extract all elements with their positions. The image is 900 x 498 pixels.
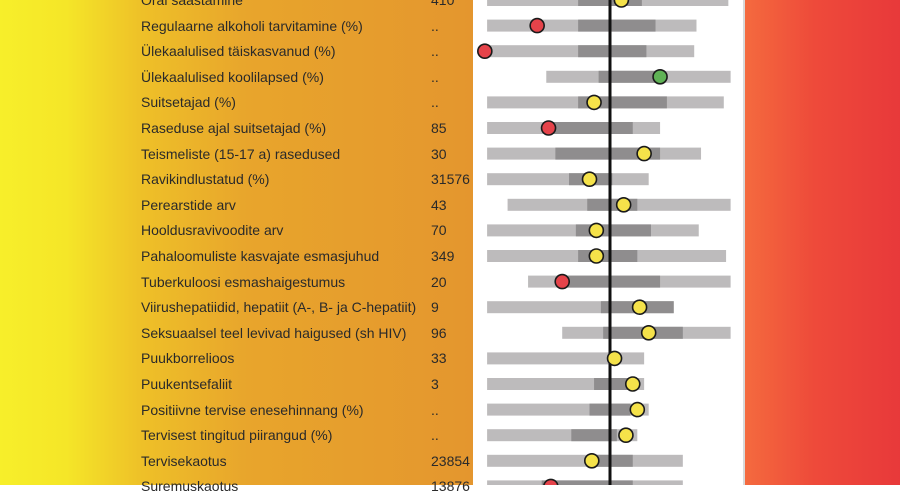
indicator-row: Ülekaalulised täiskasvanud (%).. bbox=[0, 39, 475, 63]
indicator-point bbox=[652, 69, 668, 85]
indicator-label: Tervisekaotus bbox=[141, 452, 227, 469]
indicator-point bbox=[583, 452, 600, 469]
indicator-point bbox=[588, 248, 605, 264]
indicator-row: Tuberkuloosi esmashaigestumus 20 bbox=[0, 270, 475, 294]
chart-panel-border bbox=[743, 0, 745, 485]
indicator-point bbox=[543, 478, 559, 485]
indicator-row: Positiivne tervise enesehinnang (%).. bbox=[0, 398, 475, 422]
indicator-value: 85 bbox=[431, 120, 447, 136]
indicator-point bbox=[588, 222, 605, 239]
indicator-row: Seksuaalsel teel levivad haigused (sh HI… bbox=[0, 321, 475, 345]
indicator-value: 9 bbox=[431, 299, 439, 316]
indicator-point bbox=[606, 350, 623, 367]
indicator-value: 96 bbox=[431, 324, 447, 341]
interquartile-bar bbox=[541, 480, 633, 485]
indicator-label: Tuberkuloosi esmashaigestumus bbox=[141, 273, 346, 290]
indicator-point bbox=[554, 273, 571, 290]
indicator-point bbox=[477, 43, 493, 60]
indicator-row: Suitsetajad (%).. bbox=[0, 90, 475, 114]
indicator-point bbox=[636, 145, 652, 162]
range-bar bbox=[487, 173, 649, 186]
indicator-label: Puukentsefaliit bbox=[141, 376, 233, 392]
indicator-label: Ülekaalulised täiskasvanud (%) bbox=[141, 43, 336, 60]
indicator-label: Oral saastamine bbox=[141, 0, 243, 8]
indicator-label: Positiivne tervise enesehinnang (%) bbox=[141, 401, 364, 418]
interquartile-bar bbox=[571, 429, 617, 442]
indicator-row: Tervisekaotus 23854 bbox=[0, 449, 475, 473]
indicator-point bbox=[640, 324, 657, 341]
indicator-point bbox=[529, 17, 545, 34]
interquartile-bar bbox=[578, 250, 638, 262]
indicator-point bbox=[629, 401, 646, 418]
indicator-point bbox=[624, 376, 641, 392]
indicator-row: Regulaarne alkoholi tarvitamine (%).. bbox=[0, 14, 475, 38]
indicator-label: Raseduse ajal suitsetajad (%) bbox=[141, 120, 327, 136]
indicator-value: 31576 bbox=[431, 171, 470, 188]
indicator-point bbox=[615, 197, 632, 213]
indicator-row: Ravikindlustatud (%) 31576 bbox=[0, 167, 475, 191]
indicator-value: 23854 bbox=[431, 452, 470, 469]
indicator-value: .. bbox=[431, 427, 439, 444]
left-gradient-background bbox=[0, 0, 475, 485]
range-bar bbox=[487, 352, 645, 365]
indicator-label: Teismeliste (15-17 a) rasedused bbox=[141, 145, 341, 162]
interquartile-bar bbox=[578, 19, 656, 32]
indicator-value: 410 bbox=[431, 0, 455, 8]
indicator-value: 20 bbox=[431, 273, 447, 290]
indicator-value: 33 bbox=[431, 350, 447, 367]
interquartile-bar bbox=[578, 45, 647, 58]
indicator-row: Raseduse ajal suitsetajad (%) 85 bbox=[0, 116, 475, 140]
indicator-label: Ülekaalulised koolilapsed (%) bbox=[141, 68, 324, 85]
indicator-label: Regulaarne alkoholi tarvitamine (%) bbox=[141, 17, 363, 34]
indicator-value: .. bbox=[431, 43, 439, 60]
interquartile-bar bbox=[575, 224, 651, 237]
indicator-value: 43 bbox=[431, 196, 447, 213]
indicator-label: Puukborrelioos bbox=[141, 350, 235, 367]
indicator-label: Suitsetajad (%) bbox=[141, 94, 236, 111]
indicator-label: Perearstide arv bbox=[141, 196, 236, 213]
indicator-value: .. bbox=[431, 17, 439, 34]
indicator-row: Ülekaalulised koolilapsed (%).. bbox=[0, 65, 475, 89]
interquartile-bar bbox=[598, 70, 656, 83]
indicator-row: Perearstide arv 43 bbox=[0, 193, 475, 217]
indicator-label: Pahaloomuliste kasvajate esmasjuhud bbox=[141, 248, 380, 264]
interquartile-bar bbox=[555, 147, 661, 160]
indicator-point bbox=[613, 0, 630, 8]
indicator-row: Tervisest tingitud piirangud (%).. bbox=[0, 423, 475, 447]
range-chart bbox=[477, 0, 731, 485]
indicator-value: .. bbox=[431, 94, 439, 111]
indicator-label: Tervisest tingitud piirangud (%) bbox=[141, 427, 333, 444]
indicator-value: .. bbox=[431, 68, 439, 85]
indicator-value: .. bbox=[431, 401, 439, 418]
indicator-row: Viirushepatiidid, hepatiit (A-, B- ja C-… bbox=[0, 295, 475, 319]
indicator-row: Puukborrelioos 33 bbox=[0, 346, 475, 370]
indicator-point bbox=[618, 427, 634, 444]
indicator-point bbox=[540, 120, 557, 136]
indicator-label: Viirushepatiidid, hepatiit (A-, B- ja C-… bbox=[141, 299, 417, 316]
indicator-point bbox=[586, 94, 602, 111]
indicator-label: Hooldusravivoodite arv bbox=[141, 222, 284, 239]
indicator-value: 3 bbox=[431, 376, 439, 392]
indicator-value: 70 bbox=[431, 222, 447, 239]
interquartile-bar bbox=[550, 122, 633, 134]
interquartile-bar bbox=[564, 275, 661, 288]
indicator-label: Seksuaalsel teel levivad haigused (sh HI… bbox=[141, 324, 407, 341]
indicator-value: 349 bbox=[431, 248, 455, 264]
indicator-point bbox=[581, 171, 598, 187]
indicator-row: Puukentsefaliit 3 bbox=[0, 372, 475, 396]
indicator-row: Oral saastamine 410 bbox=[0, 0, 475, 12]
indicator-value: 30 bbox=[431, 145, 447, 162]
indicator-label: Ravikindlustatud (%) bbox=[141, 171, 270, 188]
indicator-row: Hooldusravivoodite arv 70 bbox=[0, 218, 475, 242]
right-gradient-background bbox=[745, 0, 900, 485]
indicator-row: Pahaloomuliste kasvajate esmasjuhud 349 bbox=[0, 244, 475, 268]
indicator-point bbox=[631, 299, 648, 316]
indicator-row: Teismeliste (15-17 a) rasedused 30 bbox=[0, 142, 475, 166]
